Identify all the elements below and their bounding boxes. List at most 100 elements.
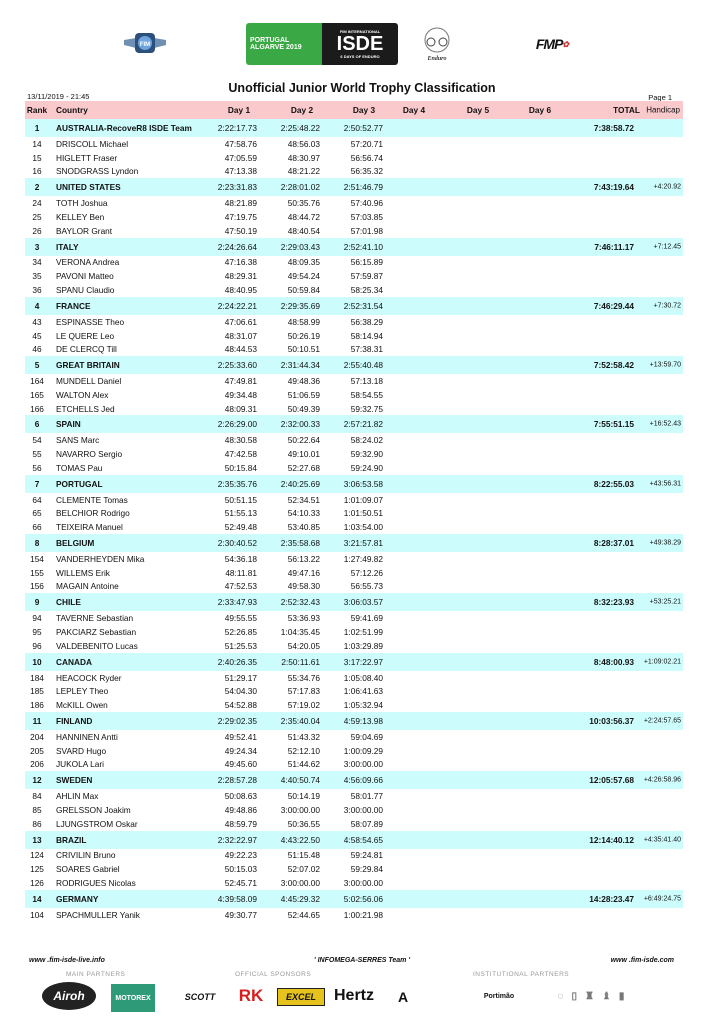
team-day3: 2:50:52.77 [343, 123, 383, 133]
rider-day1: 54:52.88 [224, 700, 257, 711]
rider-number: 125 [30, 864, 44, 875]
rider-number: 54 [32, 435, 42, 446]
team-rank: 10 [32, 656, 42, 667]
portimao-logo: Portimão [483, 992, 515, 1000]
team-day2: 4:45:29.32 [280, 893, 320, 904]
rider-number: 56 [32, 462, 42, 473]
rider-day3: 1:02:51.99 [343, 627, 383, 638]
isde-logo: PORTUGAL ALGARVE 2019 FIM INTERNATIONAL IS… [246, 23, 398, 65]
rider-day2: 53:40.85 [287, 522, 320, 533]
rider-number: 185 [30, 686, 44, 697]
rider-number: 84 [32, 791, 42, 802]
rider-day1: 52:49.48 [224, 522, 257, 533]
rider-day2: 54:10.33 [287, 508, 320, 519]
rider-day1: 47:13.38 [224, 166, 257, 177]
team-day1: 2:35:35.76 [217, 478, 257, 489]
team-day1: 2:26:29.00 [217, 419, 257, 430]
footer-left-url[interactable]: www .fim-isde-live.info [29, 957, 105, 964]
rider-row: 156 MAGAIN Antoine 47:52.53 49:58.30 56:55.7… [25, 580, 683, 594]
team-day1: 2:22:17.73 [217, 123, 257, 133]
team-rank: 2 [34, 182, 40, 193]
rider-day1: 48:21.89 [224, 198, 257, 209]
rider-name: DE CLERCQ Till [56, 344, 117, 355]
rider-name: JUKOLA Lari [56, 759, 104, 770]
rider-row: 66 TEIXEIRA Manuel 52:49.48 53:40.85 1:03:54… [25, 520, 683, 534]
rider-day2: 49:47.16 [287, 567, 320, 578]
team-handicap: +4:26:58.96 [643, 776, 681, 784]
fmp-logo: FMP ✿ [535, 36, 569, 52]
rider-row: 205 SVARD Hugo 49:24.34 52:12.10 1:00:09.29 [25, 744, 683, 758]
team-handicap: +7:12.45 [653, 243, 681, 251]
team-row: 10 CANADA 2:40:26.35 2:50:11.61 3:17:22.97 8:… [25, 652, 683, 671]
team-rank: 4 [34, 300, 40, 311]
team-total: 12:05:57.68 [589, 775, 634, 786]
col-rank: Rank [26, 105, 48, 115]
team-handicap: +6:49:24.75 [643, 895, 681, 903]
rider-number: 156 [30, 581, 44, 592]
enduro-vintage-logo: Enduro [417, 22, 457, 66]
rider-day3: 59:29.84 [350, 864, 383, 875]
footer-right-url[interactable]: www .fim-isde.com [610, 957, 674, 964]
rider-day3: 57:12.26 [350, 567, 383, 578]
rider-name: SPANU Claudio [56, 285, 115, 295]
rider-name: BAYLOR Grant [56, 225, 113, 236]
rider-day3: 56:55.73 [350, 581, 383, 592]
rider-name: SPACHMULLER Yanik [56, 909, 140, 920]
rider-day3: 58:14.94 [350, 330, 383, 341]
team-row: 14 GERMANY 4:39:58.09 4:45:29.32 5:02:56.06 1… [25, 889, 683, 908]
team-rank: 11 [32, 715, 42, 726]
rider-day3: 1:27:49.82 [343, 553, 383, 564]
rider-number: 165 [30, 389, 44, 400]
rider-day3: 57:01.98 [350, 225, 383, 236]
rider-day1: 49:52.41 [224, 731, 257, 742]
rider-number: 36 [32, 285, 42, 295]
rider-name: SVARD Hugo [56, 745, 107, 756]
rider-name: SNODGRASS Lyndon [56, 166, 139, 177]
team-day3: 4:56:09.66 [343, 775, 383, 786]
team-handicap: +49:38.29 [649, 539, 681, 547]
rider-day2: 48:40.54 [287, 225, 320, 236]
rider-day2: 48:56.03 [287, 138, 320, 149]
rider-day2: 56:13.22 [287, 553, 320, 564]
rider-day1: 51:55.13 [224, 508, 257, 519]
rider-day1: 51:25.53 [224, 640, 257, 651]
rider-number: 85 [32, 804, 42, 815]
rider-day3: 56:56.74 [350, 152, 383, 163]
rider-name: DRISCOLL Michael [56, 138, 129, 149]
rider-day1: 49:55.55 [224, 613, 257, 624]
team-day2: 2:40:25.69 [280, 478, 320, 489]
team-day2: 2:29:35.69 [280, 300, 320, 311]
rider-number: 94 [32, 613, 42, 624]
rider-name: RODRIGUES Nicolas [56, 877, 136, 888]
rider-day3: 59:24.90 [350, 462, 383, 473]
rider-day2: 54:20.05 [287, 640, 320, 651]
rider-name: BELCHIOR Rodrigo [56, 508, 130, 519]
rider-number: 16 [32, 166, 42, 177]
rider-day2: 57:17.83 [287, 686, 320, 697]
rider-name: McKILL Owen [56, 700, 108, 711]
team-total: 8:48:00.93 [593, 656, 634, 667]
rider-day2: 52:34.51 [287, 494, 320, 505]
rider-day3: 56:35.32 [350, 166, 383, 177]
team-total: 7:52:58.42 [593, 360, 634, 371]
rider-row: 155 WILLEMS Erik 48:11.81 49:47.16 57:12.26 [25, 566, 683, 580]
team-day2: 2:31:44.34 [280, 360, 320, 371]
rider-number: 104 [30, 909, 44, 920]
team-day3: 2:52:41.10 [343, 241, 383, 252]
rider-day2: 49:10.01 [287, 449, 320, 460]
rider-number: 124 [30, 850, 44, 861]
rider-day2: 50:14.19 [287, 791, 320, 802]
team-handicap: +1:09:02.21 [643, 658, 681, 666]
rider-day1: 52:45.71 [224, 877, 257, 888]
rider-name: VANDERHEYDEN Mika [56, 553, 145, 564]
rk-logo: RK [238, 986, 264, 1005]
team-total: 14:28:23.47 [589, 893, 634, 904]
rider-number: 26 [32, 225, 42, 236]
rider-day1: 50:15.84 [224, 462, 257, 473]
rider-number: 25 [32, 211, 42, 222]
col-country: Country [56, 105, 88, 115]
col-day1: Day 1 [227, 105, 251, 115]
rider-day2: 50:36.55 [287, 818, 320, 829]
rider-day1: 47:42.58 [224, 449, 257, 460]
col-day2: Day 2 [290, 105, 314, 115]
